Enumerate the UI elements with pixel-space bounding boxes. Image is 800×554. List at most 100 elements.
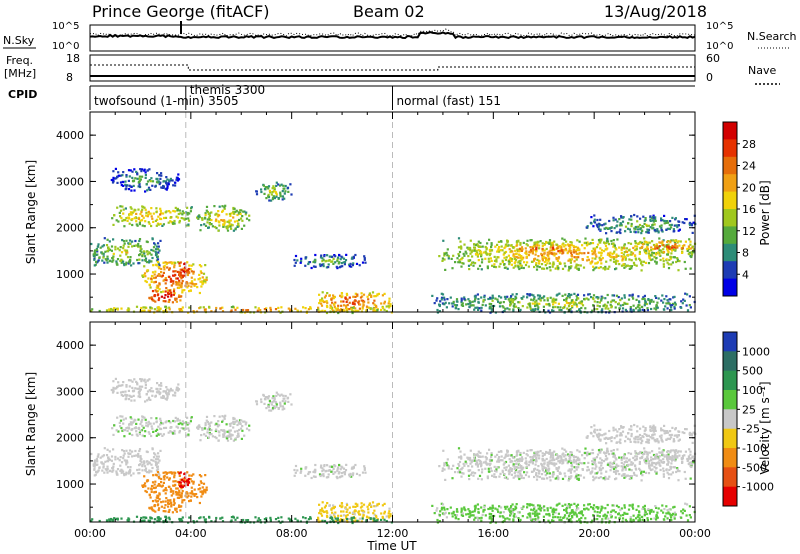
- power-cell: [516, 249, 519, 252]
- power-cell: [683, 244, 686, 247]
- velocity-cell: [452, 464, 455, 467]
- power-cell: [172, 290, 176, 293]
- power-cell: [132, 210, 135, 213]
- power-cell: [127, 188, 131, 191]
- velocity-cell: [630, 463, 634, 466]
- power-cell: [504, 250, 508, 254]
- power-cell: [593, 300, 596, 303]
- velocity-cell: [577, 457, 580, 460]
- power-cell: [623, 296, 626, 299]
- velocity-cell: [279, 521, 282, 524]
- power-cell: [507, 244, 510, 247]
- power-cell: [567, 259, 570, 262]
- velocity-cell: [444, 478, 447, 481]
- power-cell: [145, 250, 148, 253]
- velocity-cell: [351, 474, 354, 477]
- power-cell: [112, 255, 115, 258]
- velocity-cell: [157, 472, 160, 475]
- velocity-cell: [618, 456, 621, 459]
- power-cell: [283, 187, 286, 190]
- velocity-cell: [123, 435, 126, 438]
- power-cell: [187, 267, 190, 271]
- velocity-cell: [112, 448, 115, 451]
- velocity-cell: [101, 455, 104, 458]
- velocity-cell: [547, 465, 550, 468]
- velocity-cell: [371, 501, 375, 504]
- velocity-cell: [102, 462, 105, 465]
- power-cell: [609, 227, 612, 230]
- power-cell: [287, 190, 290, 193]
- velocity-cell: [612, 452, 615, 455]
- power-cell: [196, 286, 199, 289]
- velocity-cell: [122, 457, 125, 460]
- power-cell: [556, 247, 559, 250]
- power-cell: [555, 298, 558, 301]
- velocity-cell: [193, 494, 196, 497]
- power-cell: [517, 307, 520, 310]
- velocity-cell: [373, 513, 376, 516]
- power-cell: [332, 294, 335, 297]
- velocity-cell: [199, 487, 202, 490]
- power-cell: [443, 296, 446, 299]
- power-cell: [155, 264, 158, 267]
- velocity-cell: [157, 458, 160, 461]
- power-cell: [645, 231, 648, 234]
- power-cell: [144, 259, 147, 262]
- power-cell: [565, 249, 568, 252]
- power-cell: [597, 228, 601, 231]
- colorbar-tick-label: 16: [742, 203, 756, 216]
- power-cell: [601, 257, 604, 260]
- power-cell: [122, 208, 125, 211]
- power-cell: [204, 278, 207, 281]
- velocity-cell: [156, 428, 159, 431]
- power-cell: [605, 232, 608, 235]
- velocity-cell: [119, 425, 122, 428]
- velocity-cell: [552, 472, 555, 475]
- power-cell: [164, 261, 167, 264]
- power-cell: [182, 211, 185, 215]
- velocity-cell: [594, 463, 597, 466]
- velocity-cell: [140, 461, 143, 464]
- velocity-cell: [526, 454, 529, 457]
- power-cell: [293, 264, 296, 267]
- velocity-cell: [519, 474, 522, 477]
- velocity-cell: [502, 463, 505, 466]
- velocity-cell: [569, 471, 572, 474]
- power-cell: [156, 261, 160, 264]
- velocity-cell: [616, 470, 619, 473]
- velocity-cell: [574, 455, 578, 459]
- power-cell: [170, 261, 173, 264]
- velocity-cell: [506, 477, 509, 480]
- velocity-cell: [353, 513, 356, 516]
- velocity-cell: [500, 455, 503, 458]
- power-cell: [233, 212, 236, 215]
- power-cell: [360, 299, 363, 302]
- power-cell: [269, 308, 272, 311]
- velocity-cell: [336, 469, 339, 472]
- power-cell: [119, 209, 123, 212]
- power-cell: [511, 293, 514, 296]
- power-cell: [156, 172, 159, 175]
- power-cell: [608, 219, 611, 223]
- power-cell: [325, 311, 329, 315]
- velocity-cell: [337, 521, 340, 525]
- velocity-cell: [320, 464, 323, 467]
- power-cell: [103, 261, 106, 264]
- power-cell: [153, 273, 156, 276]
- velocity-cell: [634, 467, 637, 470]
- power-cell: [586, 241, 589, 244]
- velocity-cell: [570, 468, 573, 471]
- power-cell: [330, 298, 333, 301]
- velocity-cell: [535, 459, 538, 462]
- velocity-cell: [181, 420, 184, 423]
- power-cell: [549, 269, 552, 272]
- velocity-cell: [201, 486, 204, 489]
- power-cell: [322, 258, 325, 261]
- velocity-cell: [135, 433, 138, 436]
- power-cell: [157, 293, 160, 296]
- power-cell: [136, 224, 139, 227]
- power-cell: [567, 244, 570, 247]
- power-cell: [673, 246, 676, 249]
- power-cell: [319, 264, 322, 268]
- power-cell: [149, 306, 152, 309]
